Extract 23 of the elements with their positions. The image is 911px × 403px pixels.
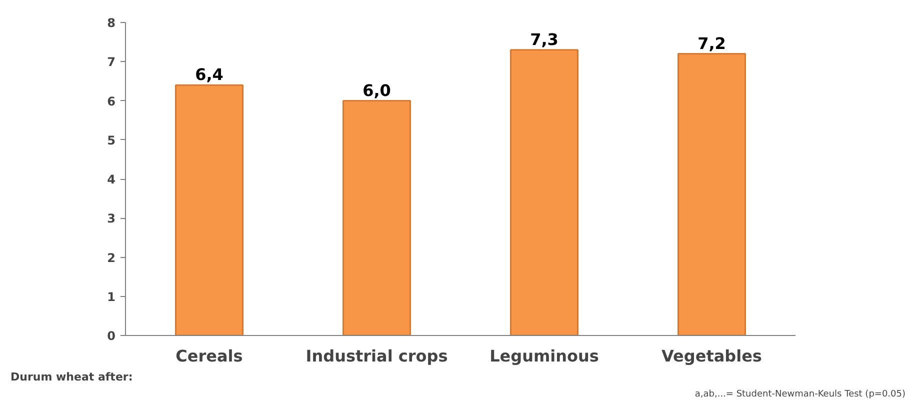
data-label: 6,0 [362, 80, 391, 100]
data-label: 7,2 [698, 34, 726, 53]
bar [175, 84, 244, 336]
text: a,ab,...= Student-Newman-Keuls Test (p=0.05) [694, 390, 906, 400]
x-tick-label: Cereals [176, 346, 243, 366]
bar [510, 49, 578, 336]
y-tick-label: 2 [107, 250, 116, 265]
y-tick-label: 4 [107, 172, 116, 186]
x-tick-label: Leguminous [490, 346, 599, 366]
y-tick-label: 7 [107, 55, 116, 70]
y-tick-label: 6 [107, 94, 116, 108]
data-label: 6,4 [195, 65, 224, 84]
bar [342, 100, 411, 336]
y-tick-label: 0 [107, 329, 116, 343]
y-tick-label: 8 [107, 16, 116, 30]
x-tick-label: Vegetables [662, 346, 762, 366]
y-tick-label: 1 [107, 290, 116, 304]
y-tick-label: 3 [107, 212, 116, 226]
x-tick-label: Industrial crops [306, 346, 448, 366]
x-axis-title: Durum wheat after: [10, 370, 133, 384]
y-tick-label: 5 [107, 133, 116, 148]
data-label: 7,3 [530, 30, 558, 49]
bar [678, 53, 746, 336]
